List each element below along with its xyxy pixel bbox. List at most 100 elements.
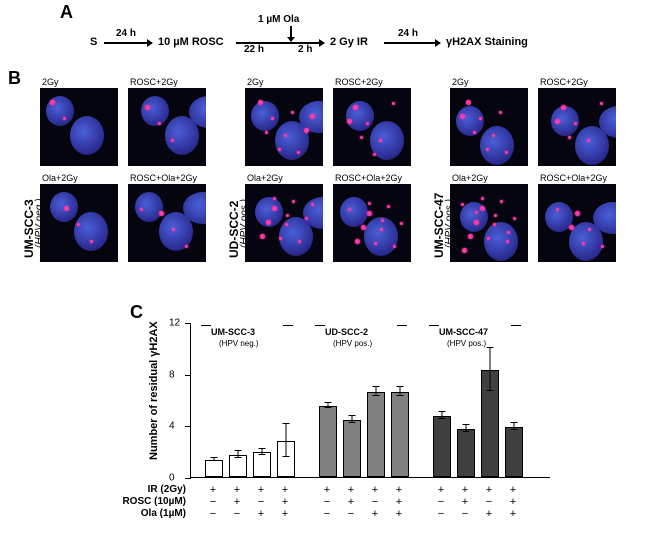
- condition-cell: −: [204, 508, 222, 520]
- y-tick-label: 12: [169, 318, 180, 329]
- error-bar: [214, 457, 215, 461]
- condition-cell: +: [204, 484, 222, 496]
- micro-label: Ola+2Gy: [247, 173, 283, 183]
- bar: [277, 441, 295, 477]
- condition-cell: +: [276, 508, 294, 520]
- bar: [343, 420, 361, 477]
- condition-cell: −: [318, 496, 336, 508]
- condition-cell: −: [204, 496, 222, 508]
- condition-cell: +: [342, 484, 360, 496]
- tl-dur-2b: 2 h: [298, 44, 312, 55]
- error-bar: [466, 424, 467, 432]
- micro-label: ROSC+2Gy: [540, 77, 588, 87]
- tl-arrow-1: [104, 42, 152, 44]
- error-bar: [514, 422, 515, 430]
- condition-cell: +: [390, 484, 408, 496]
- micro-label: ROSC+Ola+2Gy: [335, 173, 402, 183]
- bar: [433, 416, 451, 477]
- condition-cell: −: [252, 496, 270, 508]
- y-tick: [185, 478, 191, 479]
- y-tick-label: 8: [169, 369, 175, 380]
- condition-cell: +: [456, 484, 474, 496]
- condition-cell: +: [228, 496, 246, 508]
- condition-cell: +: [228, 484, 246, 496]
- chart-group-title: UM-SCC-3: [211, 327, 255, 337]
- condition-cell: −: [228, 508, 246, 520]
- micro-image: [40, 184, 118, 262]
- tl-vert-arrow: [290, 26, 292, 41]
- error-bar: [238, 450, 239, 458]
- micro-label: ROSC+2Gy: [335, 77, 383, 87]
- error-bar: [442, 411, 443, 419]
- tl-node-2: 2 Gy IR: [330, 36, 368, 48]
- micro-label: 2Gy: [452, 77, 469, 87]
- chart-group-sub: (HPV pos.): [447, 339, 486, 348]
- y-tick-label: 0: [169, 473, 175, 484]
- micro-label: 2Gy: [247, 77, 264, 87]
- error-bar: [490, 347, 491, 391]
- micro-image: [128, 184, 206, 262]
- micro-image: [245, 88, 323, 166]
- micro-image: [538, 184, 616, 262]
- chart-group-sub: (HPV pos.): [333, 339, 372, 348]
- error-bar: [286, 423, 287, 457]
- tl-node-1: 10 µM ROSC: [158, 36, 224, 48]
- y-tick-label: 4: [169, 421, 175, 432]
- tl-above-2: 1 µM Ola: [258, 14, 299, 25]
- condition-cell: −: [480, 496, 498, 508]
- condition-cell: −: [342, 508, 360, 520]
- chart-group-sub: (HPV neg.): [219, 339, 259, 348]
- tl-dur-3: 24 h: [398, 28, 418, 39]
- condition-cell: +: [276, 484, 294, 496]
- condition-cell: −: [456, 508, 474, 520]
- bar: [391, 392, 409, 477]
- condition-cell: +: [432, 484, 450, 496]
- bar: [457, 429, 475, 477]
- micro-label: Ola+2Gy: [452, 173, 488, 183]
- micro-image: [450, 88, 528, 166]
- condition-cell: +: [366, 484, 384, 496]
- y-tick: [185, 375, 191, 376]
- micro-image: [245, 184, 323, 262]
- bar: [319, 406, 337, 477]
- condition-cell: −: [318, 508, 336, 520]
- bar-chart: Number of residual γH2AX 0 4 8 12 UM-SCC-3 (H…: [140, 315, 560, 545]
- condition-cell: +: [504, 496, 522, 508]
- bar: [229, 455, 247, 477]
- condition-cell: −: [432, 496, 450, 508]
- micro-label: Ola+2Gy: [42, 173, 78, 183]
- y-axis-label: Number of residual γH2AX: [148, 321, 160, 460]
- condition-cell: −: [366, 496, 384, 508]
- bar: [505, 427, 523, 477]
- micro-label: ROSC+Ola+2Gy: [130, 173, 197, 183]
- condition-cell: −: [432, 508, 450, 520]
- micro-image: [538, 88, 616, 166]
- bar: [367, 392, 385, 477]
- micro-image: [333, 184, 411, 262]
- condition-cell: +: [390, 496, 408, 508]
- micro-label: ROSC+2Gy: [130, 77, 178, 87]
- condition-label: Ola (1µM): [110, 508, 186, 519]
- condition-cell: +: [252, 484, 270, 496]
- error-bar: [376, 386, 377, 396]
- error-bar: [400, 386, 401, 396]
- condition-cell: +: [504, 484, 522, 496]
- tl-dur-2a: 22 h: [244, 44, 264, 55]
- condition-label: IR (2Gy): [110, 484, 186, 495]
- condition-cell: +: [480, 484, 498, 496]
- bar: [205, 460, 223, 477]
- condition-cell: +: [276, 496, 294, 508]
- error-bar: [328, 402, 329, 408]
- error-bar: [262, 448, 263, 456]
- condition-cell: +: [342, 496, 360, 508]
- condition-cell: +: [456, 496, 474, 508]
- condition-label: ROSC (10µM): [110, 496, 186, 507]
- condition-cell: +: [252, 508, 270, 520]
- condition-cell: +: [390, 508, 408, 520]
- error-bar: [352, 415, 353, 423]
- plot-area: 04812UM-SCC-3(HPV neg.)UD-SCC-2(HPV pos.…: [190, 323, 550, 478]
- micro-image: [333, 88, 411, 166]
- chart-group-title: UD-SCC-2: [325, 327, 368, 337]
- micro-image: [40, 88, 118, 166]
- y-tick: [185, 426, 191, 427]
